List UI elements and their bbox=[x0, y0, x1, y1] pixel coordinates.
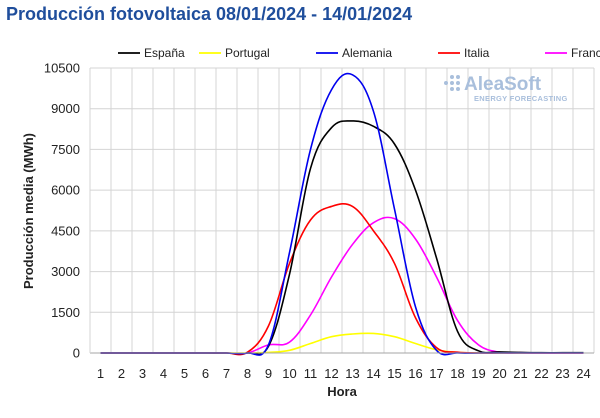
x-tick-label: 2 bbox=[118, 366, 125, 381]
y-tick-label: 10500 bbox=[44, 61, 80, 76]
x-tick-label: 17 bbox=[429, 366, 443, 381]
legend-label: Italia bbox=[464, 46, 490, 60]
legend-label: España bbox=[144, 46, 185, 60]
x-tick-label: 5 bbox=[181, 366, 188, 381]
y-tick-label: 0 bbox=[73, 346, 80, 361]
gridlines bbox=[89, 67, 595, 353]
x-tick-label: 6 bbox=[202, 366, 209, 381]
y-tick-label: 1500 bbox=[51, 305, 80, 320]
y-axis-label: Producción media (MWh) bbox=[21, 133, 36, 289]
x-tick-label: 11 bbox=[304, 366, 318, 381]
y-tick-label: 9000 bbox=[51, 101, 80, 116]
x-tick-label: 12 bbox=[324, 366, 338, 381]
legend-label: Portugal bbox=[225, 46, 270, 60]
y-tick-label: 7500 bbox=[51, 142, 80, 157]
x-tick-label: 10 bbox=[282, 366, 296, 381]
legend-label: Francia bbox=[571, 46, 600, 60]
x-tick-label: 4 bbox=[160, 366, 167, 381]
y-tick-label: 3000 bbox=[51, 264, 80, 279]
x-tick-label: 22 bbox=[534, 366, 548, 381]
x-tick-label: 3 bbox=[139, 366, 146, 381]
x-tick-label: 15 bbox=[387, 366, 401, 381]
legend-label: Alemania bbox=[342, 46, 392, 60]
x-tick-label: 13 bbox=[345, 366, 359, 381]
x-tick-label: 1 bbox=[97, 366, 104, 381]
x-tick-label: 9 bbox=[265, 366, 272, 381]
brand-tagline: ENERGY FORECASTING bbox=[474, 94, 568, 103]
x-tick-label: 14 bbox=[366, 366, 380, 381]
x-tick-label: 7 bbox=[223, 366, 230, 381]
x-axis-label: Hora bbox=[327, 384, 357, 399]
x-tick-label: 19 bbox=[471, 366, 485, 381]
x-tick-label: 20 bbox=[492, 366, 506, 381]
x-tick-label: 16 bbox=[408, 366, 422, 381]
chart-title: Producción fotovoltaica 08/01/2024 - 14/… bbox=[6, 4, 413, 24]
brand-dots-icon bbox=[444, 75, 460, 91]
brand-name: AleaSoft bbox=[464, 74, 542, 95]
brand-watermark: AleaSoft ENERGY FORECASTING bbox=[444, 74, 568, 103]
y-tick-label: 4500 bbox=[51, 223, 80, 238]
legend: España Portugal Alemania Italia Francia bbox=[118, 46, 600, 60]
x-tick-label: 23 bbox=[555, 366, 569, 381]
x-tick-label: 18 bbox=[450, 366, 464, 381]
x-tick-label: 8 bbox=[244, 366, 251, 381]
y-tick-label: 6000 bbox=[51, 183, 80, 198]
x-tick-label: 21 bbox=[513, 366, 527, 381]
x-tick-label: 24 bbox=[576, 366, 590, 381]
